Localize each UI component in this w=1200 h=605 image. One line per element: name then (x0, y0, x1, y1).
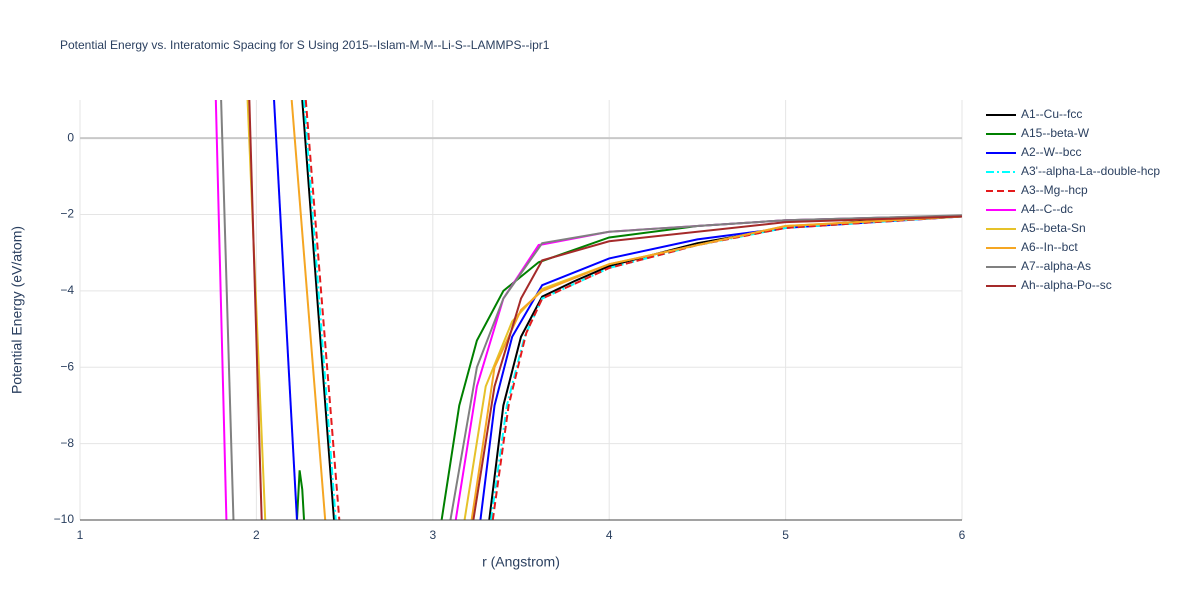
legend-label: A3'--alpha-La--double-hcp (1021, 164, 1160, 178)
legend-label: A2--W--bcc (1021, 145, 1081, 159)
y-tick-label: 0 (67, 130, 74, 144)
series-line (479, 215, 962, 520)
x-tick-label: 2 (253, 528, 260, 542)
series-line (220, 100, 235, 520)
x-tick-label: 1 (77, 528, 84, 542)
legend: A1--Cu--fcc A15--beta-W A2--W--bcc A3'--alp… (986, 107, 1160, 292)
series-line (273, 100, 298, 520)
series-line (470, 215, 962, 520)
legend-label: A1--Cu--fcc (1021, 107, 1082, 121)
legend-label: A15--beta-W (1021, 126, 1090, 140)
x-tick-label: 5 (782, 528, 789, 542)
series-line (449, 214, 962, 520)
legend-label: A5--beta-Sn (1021, 221, 1086, 235)
legend-label: A7--alpha-As (1021, 259, 1091, 273)
legend-label: A3--Mg--hcp (1021, 183, 1088, 197)
y-tick-label: −2 (60, 207, 74, 221)
series-line (303, 100, 337, 520)
y-tick-label: −10 (54, 512, 75, 526)
x-tick-label: 6 (959, 528, 966, 542)
series-line (248, 100, 263, 520)
series-line (454, 214, 962, 520)
series-line (290, 100, 327, 520)
series-line (301, 100, 336, 520)
series-line (488, 215, 962, 520)
y-axis-title: Potential Energy (eV/atom) (9, 226, 25, 394)
legend-label: A4--C--dc (1021, 202, 1073, 216)
series-line (214, 100, 228, 520)
plot-area (214, 100, 962, 520)
series-line (440, 214, 962, 520)
y-tick-label: −4 (60, 283, 74, 297)
series-line (490, 215, 962, 520)
x-tick-label: 4 (606, 528, 613, 542)
series-line (295, 470, 306, 520)
legend-label: Ah--alpha-Po--sc (1021, 278, 1112, 292)
y-tick-label: −6 (60, 359, 74, 373)
series-line (304, 100, 341, 520)
chart-title: Potential Energy vs. Interatomic Spacing… (60, 38, 550, 52)
y-tick-label: −8 (60, 436, 74, 450)
x-tick-label: 3 (429, 528, 436, 542)
series-line (472, 215, 962, 520)
series-line (491, 215, 962, 520)
x-axis-title: r (Angstrom) (482, 554, 560, 570)
legend-label: A6--In--bct (1021, 240, 1078, 254)
